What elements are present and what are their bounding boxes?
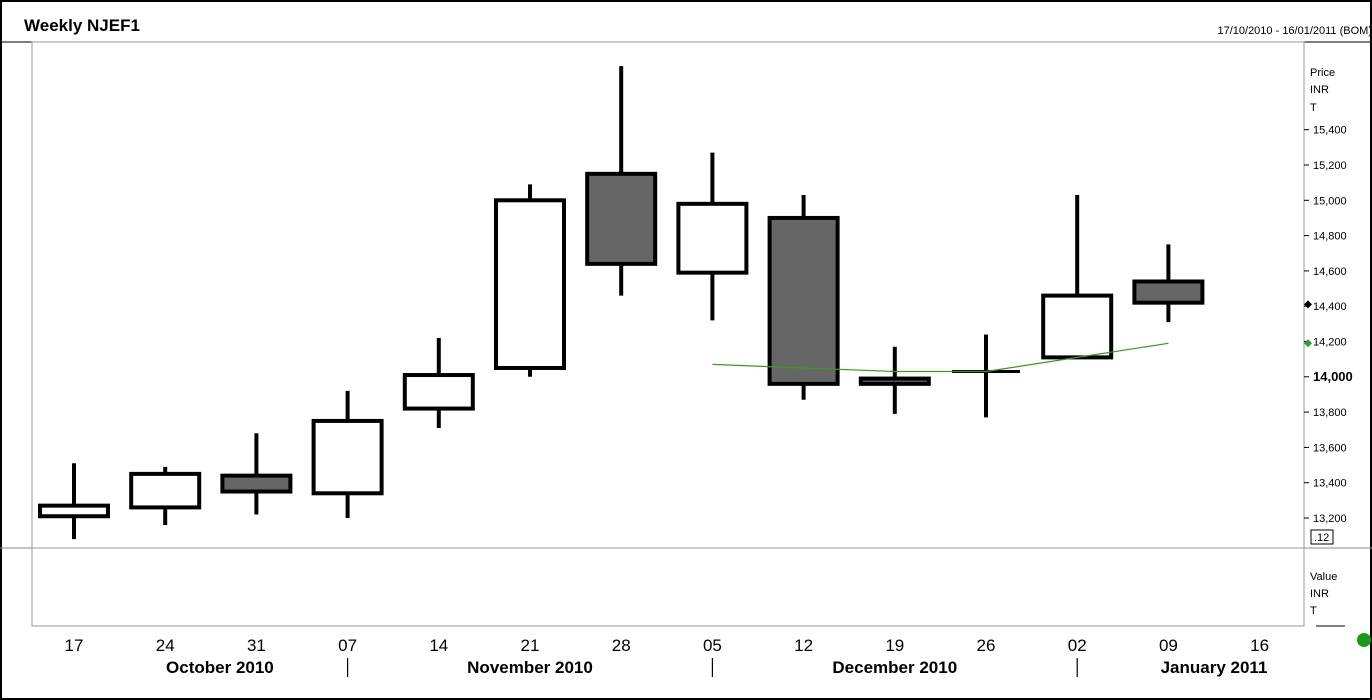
value-axis-title-line: T [1310,605,1317,617]
candle [1132,244,1205,323]
candle-body [1132,279,1205,305]
month-label: December 2010 [832,658,957,677]
week-tick-label: 24 [156,636,175,655]
candle-body [767,215,840,386]
chart-title: Weekly NJEF1 [24,16,140,35]
week-tick-label: 17 [65,636,84,655]
date-range-label: 17/10/2010 - 16/01/2011 (BOM) [1217,25,1372,37]
price-axis-title-line: T [1310,102,1317,114]
week-tick-label: 28 [612,636,631,655]
candle [858,346,931,414]
candle [402,337,475,428]
week-tick-label: 05 [703,636,722,655]
candle-body [220,473,293,494]
week-tick-label: 31 [247,636,266,655]
last-price-tag-box [1310,529,1334,545]
price-tick-label: 14,800 [1313,231,1347,243]
price-axis-title-line: Price [1310,67,1335,79]
candle-body [129,471,202,510]
candle-body [311,418,384,496]
candle-body [676,201,749,275]
month-label: January 2011 [1161,658,1268,677]
week-tick-label: 07 [338,636,357,655]
candle-body [402,373,475,411]
price-axis: 13,200 13,400 13,600 13,800 14,000 14,200 14,4… [1304,125,1353,525]
price-tick-label: 14,000 [1313,369,1353,384]
status-dot [1357,633,1371,647]
candle-body [494,198,566,370]
value-axis-title-line: Value [1310,571,1337,583]
week-tick-label: 19 [885,636,904,655]
candle [1041,195,1114,360]
value-axis-title: Value INR T [1310,571,1340,617]
price-tick-label: 14,200 [1313,337,1347,349]
week-tick-label: 14 [429,636,448,655]
month-label: October 2010 [166,658,274,677]
price-tick-label: 14,600 [1313,266,1347,278]
candle [494,184,566,377]
price-tick-label: 15,200 [1313,160,1347,172]
month-label: November 2010 [467,658,593,677]
price-tick-label: 13,400 [1313,478,1347,490]
price-tick-label: 15,400 [1313,125,1347,137]
week-tick-label: 12 [794,636,813,655]
candle [129,466,202,526]
week-tick-label: 21 [521,636,540,655]
candle [220,433,293,515]
price-axis-title: Price INR T [1310,67,1338,114]
candle-body [1041,293,1114,360]
price-tick-label: 13,200 [1313,513,1347,525]
candle [676,152,749,321]
candle-body [858,376,931,386]
price-tick-label: 14,400 [1313,301,1347,313]
price-tick-label: 13,600 [1313,442,1347,454]
price-tick-label: 15,000 [1313,195,1347,207]
moving-average-line [712,342,1169,373]
price-axis-title-line: INR [1310,84,1329,96]
candle [767,195,840,400]
date-axis: 17 24 31 07 14 21 28 05 12 19 26 02 09 16 October 2010… [65,636,1269,677]
last-price-tag: .12 [1314,532,1329,544]
candle [311,390,384,518]
black-diamond-marker [1304,300,1312,309]
candle [585,66,658,296]
candle-body [585,171,658,266]
axis-markers [1304,300,1312,348]
week-tick-label: 02 [1068,636,1087,655]
value-axis-title-line: INR [1310,588,1329,600]
candle-body [38,503,110,519]
value-plot-area[interactable] [31,547,1305,627]
week-tick-label: 26 [977,636,996,655]
price-tick-label: 13,800 [1313,407,1347,419]
green-diamond-marker [1304,339,1312,348]
candle [38,463,110,540]
week-tick-label: 09 [1159,636,1178,655]
moving-average-series [712,342,1169,373]
week-tick-label: 16 [1250,636,1269,655]
candlestick-series [38,66,1205,540]
